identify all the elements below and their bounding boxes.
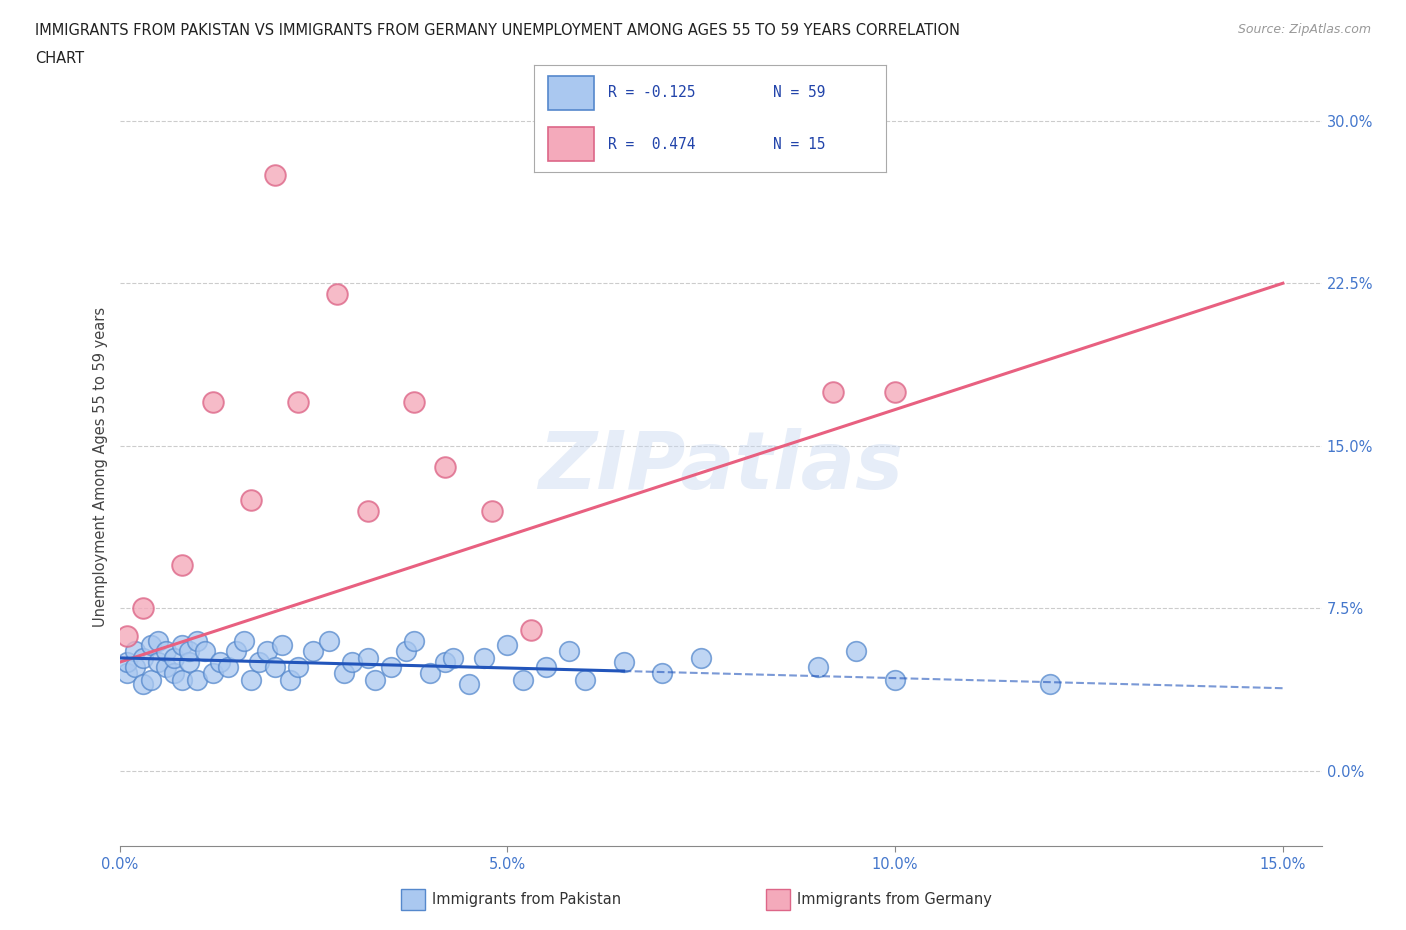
Text: Immigrants from Germany: Immigrants from Germany [797,892,993,907]
Point [690,650,713,665]
Text: Immigrants from Pakistan: Immigrants from Pakistan [432,892,621,907]
Point [256,644,278,658]
Point [519,622,541,637]
Point [278,672,301,687]
Point [287,659,309,674]
Point [163,666,186,681]
Point [441,650,464,665]
Point [512,672,534,687]
Point [434,460,457,475]
Point [186,633,208,648]
Text: IMMIGRANTS FROM PAKISTAN VS IMMIGRANTS FROM GERMANY UNEMPLOYMENT AMONG AGES 55 T: IMMIGRANTS FROM PAKISTAN VS IMMIGRANTS F… [35,23,960,38]
Point [148,633,170,648]
Point [1039,676,1062,691]
Point [434,655,457,670]
Point [117,655,139,670]
Point [364,672,387,687]
Point [132,650,155,665]
Point [302,644,325,658]
Point [163,650,186,665]
Point [179,644,201,658]
Point [132,601,155,616]
Point [186,672,208,687]
Point [139,637,162,652]
Point [457,676,479,691]
Point [201,666,224,681]
Point [357,650,380,665]
Point [845,644,868,658]
Point [419,666,441,681]
Point [380,659,402,674]
Point [263,659,285,674]
Point [357,503,380,518]
Point [124,644,146,658]
Point [481,503,503,518]
Point [340,655,363,670]
Point [240,492,263,507]
Point [404,395,426,410]
Point [574,672,596,687]
Point [225,644,247,658]
Point [201,395,224,410]
Point [263,167,285,182]
Point [821,384,844,399]
Text: R = -0.125: R = -0.125 [609,86,696,100]
Point [613,655,636,670]
Point [194,644,217,658]
Point [117,629,139,644]
Point [217,659,239,674]
Bar [548,127,593,162]
Text: R =  0.474: R = 0.474 [609,137,696,152]
Point [139,672,162,687]
Point [806,659,828,674]
Point [124,659,146,674]
Bar [548,76,593,110]
Point [271,637,294,652]
Point [132,676,155,691]
Point [395,644,418,658]
Text: N = 15: N = 15 [773,137,825,152]
Point [209,655,232,670]
Point [558,644,581,658]
Text: ZIPatlas: ZIPatlas [538,429,903,506]
Point [472,650,495,665]
Point [170,557,193,572]
Point [240,672,263,687]
Point [884,672,907,687]
Point [404,633,426,648]
Point [884,384,907,399]
Point [247,655,270,670]
Point [170,672,193,687]
Point [325,286,347,301]
Point [287,395,309,410]
Point [148,655,170,670]
Text: Source: ZipAtlas.com: Source: ZipAtlas.com [1237,23,1371,36]
Point [333,666,356,681]
Point [534,659,557,674]
Point [170,637,193,652]
Text: CHART: CHART [35,51,84,66]
Point [651,666,673,681]
Point [117,666,139,681]
Point [318,633,340,648]
Point [496,637,519,652]
Point [232,633,254,648]
Point [179,655,201,670]
Point [155,644,177,658]
Point [155,659,177,674]
Text: N = 59: N = 59 [773,86,825,100]
Y-axis label: Unemployment Among Ages 55 to 59 years: Unemployment Among Ages 55 to 59 years [93,307,108,628]
